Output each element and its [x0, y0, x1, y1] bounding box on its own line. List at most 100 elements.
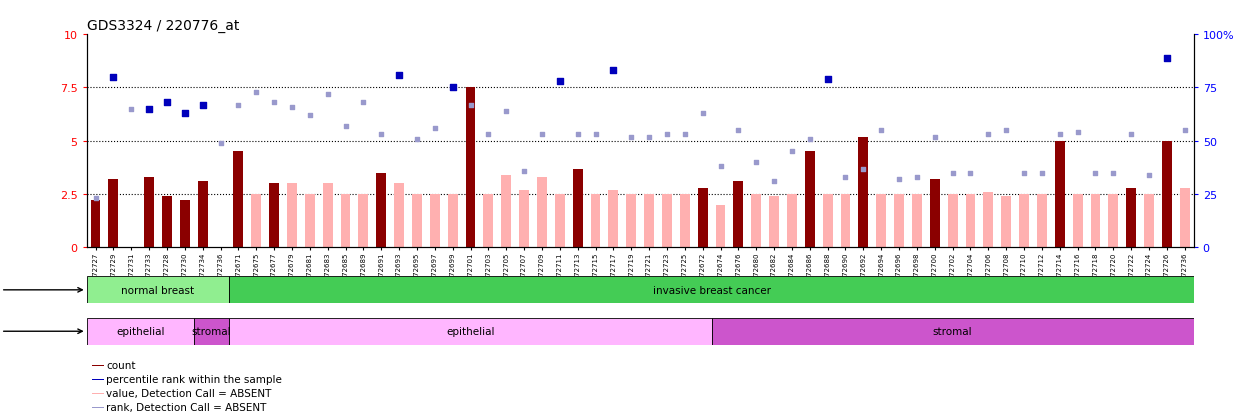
- Bar: [1019, 195, 1029, 248]
- Bar: [412, 195, 422, 248]
- Bar: [1055, 142, 1065, 248]
- Point: [532, 132, 552, 138]
- Bar: [715, 205, 725, 248]
- Bar: [609, 190, 618, 248]
- Point: [496, 108, 516, 115]
- Point: [640, 134, 659, 140]
- Bar: [448, 195, 458, 248]
- Point: [818, 76, 837, 83]
- Bar: [876, 195, 886, 248]
- Bar: [1108, 195, 1118, 248]
- Text: count: count: [106, 361, 136, 370]
- Point: [800, 136, 820, 142]
- Bar: [698, 188, 708, 248]
- Bar: [644, 195, 654, 248]
- Bar: [287, 184, 297, 248]
- Bar: [983, 192, 993, 248]
- Text: cell type: cell type: [0, 326, 82, 337]
- Bar: [359, 195, 369, 248]
- Point: [229, 102, 249, 109]
- Bar: [1144, 195, 1154, 248]
- Bar: [1091, 195, 1101, 248]
- Bar: [340, 195, 350, 248]
- Point: [193, 102, 213, 109]
- Text: percentile rank within the sample: percentile rank within the sample: [106, 375, 282, 385]
- Point: [282, 104, 302, 111]
- Point: [729, 128, 748, 134]
- Point: [174, 111, 194, 117]
- Bar: [430, 195, 439, 248]
- Point: [978, 132, 998, 138]
- Bar: [92, 407, 104, 408]
- Bar: [1162, 142, 1171, 248]
- Point: [85, 196, 105, 202]
- Point: [889, 176, 909, 183]
- Point: [907, 174, 927, 181]
- Bar: [179, 201, 189, 248]
- Bar: [501, 176, 511, 248]
- Text: epithelial: epithelial: [116, 326, 165, 337]
- Bar: [1180, 188, 1190, 248]
- Point: [157, 100, 177, 107]
- Bar: [841, 195, 850, 248]
- Point: [746, 159, 766, 166]
- Bar: [484, 195, 494, 248]
- Bar: [92, 365, 104, 366]
- Point: [1068, 130, 1087, 136]
- Point: [390, 72, 409, 79]
- Bar: [251, 195, 261, 248]
- Bar: [948, 195, 957, 248]
- Point: [1086, 170, 1106, 177]
- Point: [460, 102, 480, 109]
- Point: [335, 123, 355, 130]
- Bar: [734, 182, 743, 248]
- Bar: [1037, 195, 1047, 248]
- Point: [1032, 170, 1051, 177]
- Bar: [162, 197, 172, 248]
- Point: [265, 100, 285, 107]
- Point: [871, 128, 891, 134]
- Bar: [87, 277, 229, 304]
- Text: invasive breast cancer: invasive breast cancer: [653, 285, 771, 295]
- Point: [836, 174, 856, 181]
- Point: [693, 111, 713, 117]
- Point: [299, 113, 319, 119]
- Bar: [823, 195, 833, 248]
- Text: rank, Detection Call = ABSENT: rank, Detection Call = ABSENT: [106, 402, 266, 412]
- Point: [854, 166, 873, 172]
- Bar: [304, 195, 314, 248]
- Bar: [90, 201, 100, 248]
- Bar: [769, 197, 779, 248]
- Point: [621, 134, 641, 140]
- Point: [710, 164, 730, 170]
- Point: [961, 170, 981, 177]
- Point: [550, 78, 570, 85]
- Point: [210, 140, 230, 147]
- Bar: [229, 318, 711, 345]
- Bar: [751, 195, 761, 248]
- Bar: [92, 379, 104, 380]
- Bar: [1072, 195, 1082, 248]
- Bar: [234, 152, 244, 248]
- Bar: [145, 178, 153, 248]
- Point: [925, 134, 945, 140]
- Point: [1175, 128, 1195, 134]
- Bar: [930, 180, 940, 248]
- Bar: [555, 195, 565, 248]
- Point: [1014, 170, 1034, 177]
- Point: [782, 149, 802, 155]
- Text: normal breast: normal breast: [121, 285, 194, 295]
- Point: [140, 106, 160, 113]
- Bar: [787, 195, 797, 248]
- Point: [764, 178, 784, 185]
- Point: [479, 132, 499, 138]
- Point: [1139, 172, 1159, 179]
- Bar: [376, 173, 386, 248]
- Bar: [912, 195, 922, 248]
- Bar: [92, 393, 104, 394]
- Point: [443, 85, 463, 92]
- Bar: [805, 152, 815, 248]
- Text: tissue: tissue: [0, 285, 82, 295]
- Point: [121, 106, 141, 113]
- Bar: [520, 190, 529, 248]
